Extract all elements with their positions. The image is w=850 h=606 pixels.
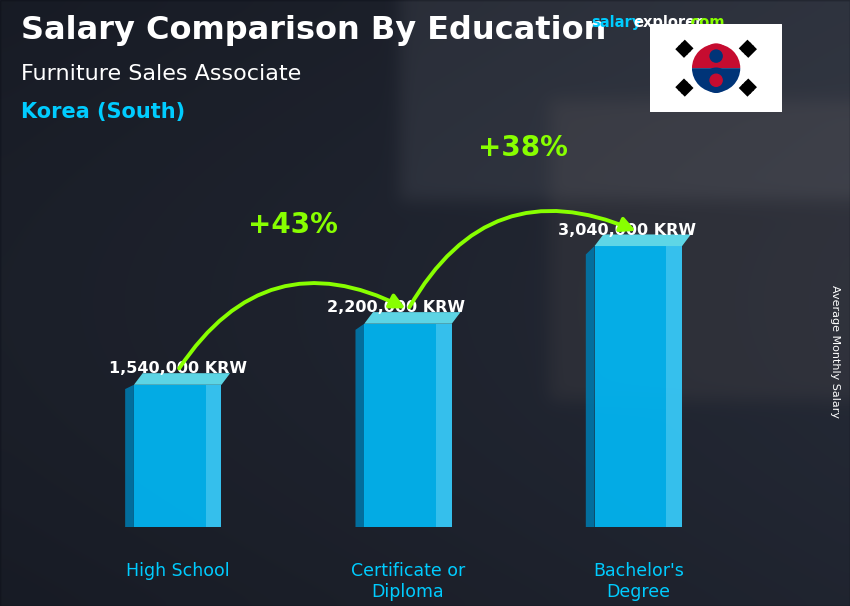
Bar [206, 385, 222, 527]
Text: 2,200,000 KRW: 2,200,000 KRW [327, 301, 466, 315]
Text: explorer: explorer [633, 15, 703, 30]
Polygon shape [355, 324, 365, 527]
Circle shape [704, 68, 728, 92]
Text: High School: High School [126, 562, 230, 581]
Circle shape [710, 74, 722, 86]
Text: Certificate or
Diploma: Certificate or Diploma [351, 562, 465, 601]
Text: Average Monthly Salary: Average Monthly Salary [830, 285, 840, 418]
Polygon shape [125, 385, 134, 527]
Text: Salary Comparison By Education: Salary Comparison By Education [21, 15, 607, 46]
Text: Korea (South): Korea (South) [21, 102, 185, 122]
Polygon shape [586, 246, 594, 527]
Wedge shape [692, 44, 740, 68]
Text: +38%: +38% [479, 133, 568, 162]
Bar [134, 385, 222, 527]
Bar [666, 246, 682, 527]
Wedge shape [692, 68, 740, 92]
FancyBboxPatch shape [649, 23, 784, 113]
Polygon shape [134, 373, 230, 385]
Polygon shape [365, 312, 461, 324]
Bar [365, 324, 451, 527]
Circle shape [704, 44, 728, 68]
Bar [594, 246, 682, 527]
Text: +43%: +43% [248, 211, 337, 239]
Text: 3,040,000 KRW: 3,040,000 KRW [558, 223, 696, 238]
Polygon shape [594, 235, 691, 246]
Text: Furniture Sales Associate: Furniture Sales Associate [21, 64, 302, 84]
Text: .com: .com [685, 15, 724, 30]
Text: salary: salary [591, 15, 641, 30]
Circle shape [710, 50, 722, 62]
Text: Bachelor's
Degree: Bachelor's Degree [593, 562, 683, 601]
Text: 1,540,000 KRW: 1,540,000 KRW [109, 361, 246, 376]
Bar [436, 324, 451, 527]
